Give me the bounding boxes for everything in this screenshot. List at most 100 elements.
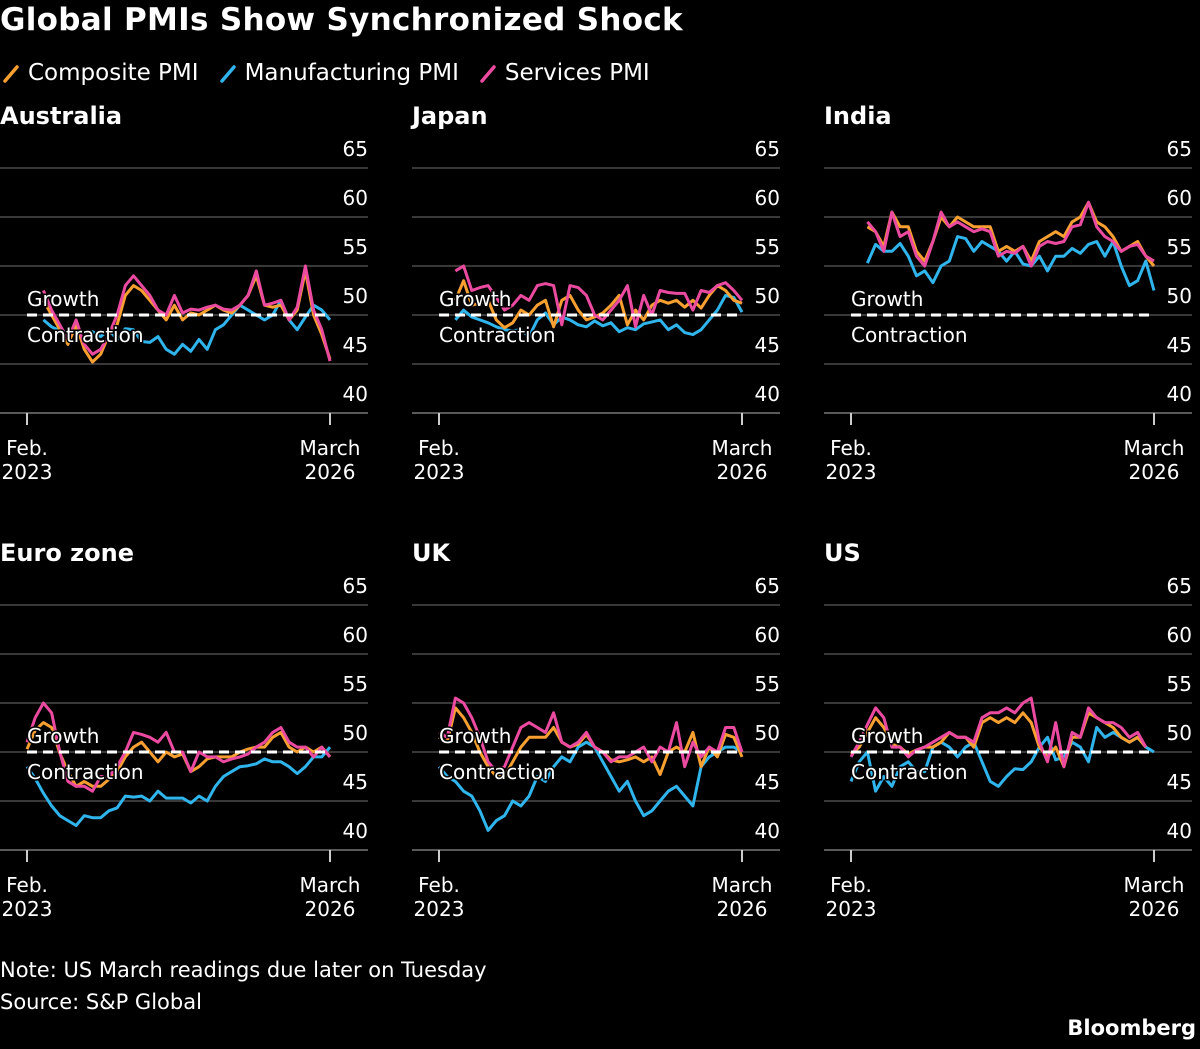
x-tick-label: 2026 <box>717 460 768 484</box>
legend-swatch-icon <box>219 65 236 83</box>
x-tick-label: 2023 <box>414 460 465 484</box>
x-tick-label: March <box>712 873 773 897</box>
x-tick-label: 2026 <box>1129 897 1180 921</box>
y-tick-label: 65 <box>1167 574 1192 598</box>
y-tick-label: 60 <box>343 623 368 647</box>
y-tick-label: 60 <box>755 623 780 647</box>
legend-label: Manufacturing PMI <box>244 60 459 86</box>
y-tick-label: 60 <box>755 186 780 210</box>
series-line-services-pmi <box>454 264 744 329</box>
x-tick-label: March <box>1124 873 1185 897</box>
x-tick-label: 2023 <box>826 460 877 484</box>
y-tick-label: 50 <box>755 284 780 308</box>
growth-label: Growth <box>851 287 923 311</box>
y-tick-label: 65 <box>343 574 368 598</box>
y-tick-label: 40 <box>343 382 368 406</box>
x-tick-label: 2026 <box>1129 460 1180 484</box>
growth-label: Growth <box>27 287 99 311</box>
y-tick-label: 45 <box>755 333 780 357</box>
footnotes: Note: US March readings due later on Tue… <box>0 954 487 1018</box>
x-tick-label: 2023 <box>414 897 465 921</box>
series-line-manufacturing-pmi <box>866 235 1156 291</box>
x-tick-label: March <box>300 873 361 897</box>
y-tick-label: 55 <box>755 235 780 259</box>
series-line-services-pmi <box>438 696 744 774</box>
bloomberg-logo: Bloomberg <box>1067 1016 1196 1040</box>
chart-title: Global PMIs Show Synchronized Shock <box>0 2 683 38</box>
panel-title: Euro zone <box>0 539 134 567</box>
x-tick-label: 2026 <box>305 460 356 484</box>
y-tick-label: 50 <box>343 284 368 308</box>
x-tick-label: 2026 <box>717 897 768 921</box>
growth-label: Growth <box>439 287 511 311</box>
series-line-manufacturing-pmi <box>437 740 743 832</box>
series-line-composite-pmi <box>454 279 743 330</box>
y-tick-label: 45 <box>1167 770 1192 794</box>
y-tick-label: 45 <box>1167 333 1192 357</box>
y-tick-label: 55 <box>343 672 368 696</box>
panel-title: Australia <box>0 102 122 130</box>
y-tick-label: 50 <box>1167 721 1192 745</box>
y-tick-label: 60 <box>343 186 368 210</box>
panel-title: India <box>824 102 892 130</box>
panel-title: US <box>824 539 861 567</box>
x-tick-label: 2023 <box>826 897 877 921</box>
contraction-label: Contraction <box>851 760 968 784</box>
x-tick-label: Feb. <box>6 873 48 897</box>
y-tick-label: 40 <box>755 819 780 843</box>
series-line-composite-pmi <box>42 269 332 364</box>
legend-item-services: Services PMI <box>479 60 650 86</box>
legend-item-manufacturing: Manufacturing PMI <box>219 60 459 86</box>
source-text: Source: S&P Global <box>0 990 202 1014</box>
contraction-label: Contraction <box>851 323 968 347</box>
contraction-label: Contraction <box>439 323 556 347</box>
contraction-label: Contraction <box>439 760 556 784</box>
x-tick-label: March <box>712 436 773 460</box>
x-tick-label: 2026 <box>305 897 356 921</box>
y-tick-label: 40 <box>1167 382 1192 406</box>
y-tick-label: 55 <box>755 672 780 696</box>
x-tick-label: Feb. <box>418 436 460 460</box>
series-line-manufacturing-pmi <box>454 293 744 339</box>
series-line-manufacturing-pmi <box>849 726 1155 793</box>
legend-label: Composite PMI <box>28 60 199 86</box>
y-tick-label: 65 <box>755 137 780 161</box>
x-tick-label: Feb. <box>418 873 460 897</box>
y-tick-label: 60 <box>1167 186 1192 210</box>
x-tick-label: March <box>300 436 361 460</box>
contraction-label: Contraction <box>27 323 144 347</box>
y-tick-label: 55 <box>1167 235 1192 259</box>
panel-title: UK <box>412 539 451 567</box>
y-tick-label: 45 <box>343 333 368 357</box>
y-tick-label: 50 <box>755 721 780 745</box>
x-tick-label: Feb. <box>830 436 872 460</box>
y-tick-label: 60 <box>1167 623 1192 647</box>
x-tick-label: 2023 <box>2 460 53 484</box>
y-tick-label: 65 <box>1167 137 1192 161</box>
x-tick-label: March <box>1124 436 1185 460</box>
y-tick-label: 65 <box>755 574 780 598</box>
legend: Composite PMI Manufacturing PMI Services… <box>2 60 650 86</box>
y-tick-label: 55 <box>343 235 368 259</box>
y-tick-label: 45 <box>755 770 780 794</box>
series-line-services-pmi <box>866 200 1155 268</box>
x-tick-label: 2023 <box>2 897 53 921</box>
legend-swatch-icon <box>480 65 496 83</box>
legend-label: Services PMI <box>504 60 650 86</box>
x-tick-label: Feb. <box>830 873 872 897</box>
y-tick-label: 50 <box>343 721 368 745</box>
y-tick-label: 55 <box>1167 672 1192 696</box>
legend-swatch-icon <box>3 65 19 83</box>
growth-label: Growth <box>439 724 511 748</box>
y-tick-label: 50 <box>1167 284 1192 308</box>
contraction-label: Contraction <box>27 760 144 784</box>
panel-title: Japan <box>410 102 488 130</box>
note-text: Note: US March readings due later on Tue… <box>0 958 487 982</box>
